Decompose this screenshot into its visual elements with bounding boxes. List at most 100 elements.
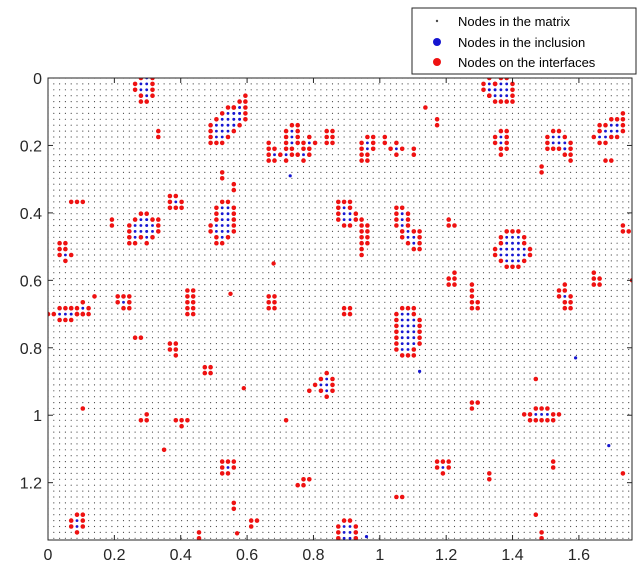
interface-node	[121, 294, 126, 299]
interface-node	[487, 471, 492, 476]
interface-node	[539, 406, 544, 411]
interface-node	[341, 223, 347, 228]
inclusion-node	[342, 531, 346, 534]
interface-node	[452, 282, 457, 287]
y-tick-label: 0.8	[20, 341, 42, 358]
inclusion-node	[139, 218, 143, 222]
interface-node	[295, 122, 301, 128]
interface-36	[446, 217, 457, 228]
inclusion-node	[400, 318, 404, 322]
inclusion-node	[505, 253, 509, 257]
inclusion-node	[64, 312, 67, 316]
interface-node	[405, 353, 411, 358]
inclusion-node	[64, 253, 67, 257]
interface-11	[411, 146, 417, 157]
interface-node	[330, 376, 335, 382]
interface-node	[208, 134, 213, 140]
interface-node	[330, 382, 335, 388]
interface-node	[127, 240, 132, 246]
interface-node	[231, 211, 237, 216]
interface-node	[272, 294, 277, 299]
legend-label-matrix: Nodes in the matrix	[458, 14, 570, 29]
inclusion-node	[145, 82, 149, 86]
inclusion-node	[511, 247, 514, 251]
interface-node	[394, 211, 399, 216]
x-tick-label: 1.2	[435, 547, 457, 564]
legend-box	[411, 7, 637, 75]
inclusion-node	[406, 348, 410, 351]
interface-55	[307, 388, 312, 394]
inclusion-node	[517, 241, 520, 245]
interface-node	[307, 152, 312, 157]
inclusion-node	[220, 230, 224, 233]
interface-node	[150, 235, 155, 240]
interface-node	[266, 305, 272, 311]
interface-node	[336, 524, 341, 529]
inclusion-node	[226, 206, 230, 210]
inclusion-node	[232, 112, 236, 115]
interface-node	[86, 305, 91, 311]
interface-47	[185, 288, 196, 317]
interface-node	[289, 152, 295, 157]
interface-node	[219, 459, 225, 464]
inclusion-node	[220, 117, 224, 121]
interface-48	[266, 294, 277, 311]
interface-node	[481, 87, 486, 93]
inclusion-node	[232, 123, 236, 127]
interface-node	[365, 235, 370, 240]
inclusion-29	[145, 218, 154, 239]
interface-4	[266, 140, 277, 163]
interface-node	[365, 240, 370, 246]
interface-node	[620, 128, 626, 134]
interface-node	[353, 530, 359, 535]
interface-34	[394, 205, 411, 240]
interface-node	[568, 294, 573, 299]
interface-node	[434, 465, 440, 470]
inclusion-node	[505, 94, 509, 98]
interface-node	[620, 111, 626, 116]
interface-12	[423, 105, 428, 110]
interface-node	[359, 229, 364, 234]
inclusion-node	[505, 241, 509, 245]
interface-node	[469, 406, 475, 411]
interface-node	[324, 394, 330, 400]
interface-75	[336, 518, 359, 540]
inclusion-50	[400, 312, 416, 351]
inclusion-node	[522, 247, 526, 251]
inclusion-node	[609, 129, 613, 133]
interface-node	[68, 317, 74, 323]
interface-node	[283, 146, 289, 152]
interface-node	[190, 311, 196, 317]
interface-node	[597, 122, 602, 128]
interface-node	[173, 347, 179, 352]
interface-node	[365, 229, 370, 234]
inclusion-node	[406, 230, 410, 233]
interface-node	[231, 181, 237, 187]
inclusion-node	[499, 247, 503, 251]
interface-node	[411, 353, 417, 358]
inclusion-node	[215, 129, 218, 133]
interface-node	[289, 146, 295, 152]
interface-24	[231, 181, 237, 193]
interface-42	[591, 270, 602, 287]
inclusion-node	[400, 312, 404, 316]
y-axis: 0 0.2 0.4 0.6 0.8 1 1.2	[20, 71, 632, 493]
inclusion-node	[505, 82, 509, 86]
inclusion-node	[122, 300, 125, 304]
x-tick-label: 0.4	[170, 547, 192, 564]
interface-node	[132, 335, 138, 341]
interface-node	[330, 140, 335, 146]
interface-node	[289, 122, 295, 128]
interface-node	[492, 81, 498, 87]
inclusion-node	[604, 135, 607, 139]
interface-node	[144, 240, 149, 246]
interface-node	[359, 240, 364, 246]
interface-node	[312, 140, 318, 146]
inclusion-node	[615, 129, 619, 133]
interface-node	[411, 152, 417, 157]
interface-node	[156, 128, 161, 134]
inclusion-46	[122, 300, 125, 304]
inclusion-65	[226, 466, 230, 469]
interface-node	[469, 305, 475, 311]
interface-node	[516, 229, 521, 234]
